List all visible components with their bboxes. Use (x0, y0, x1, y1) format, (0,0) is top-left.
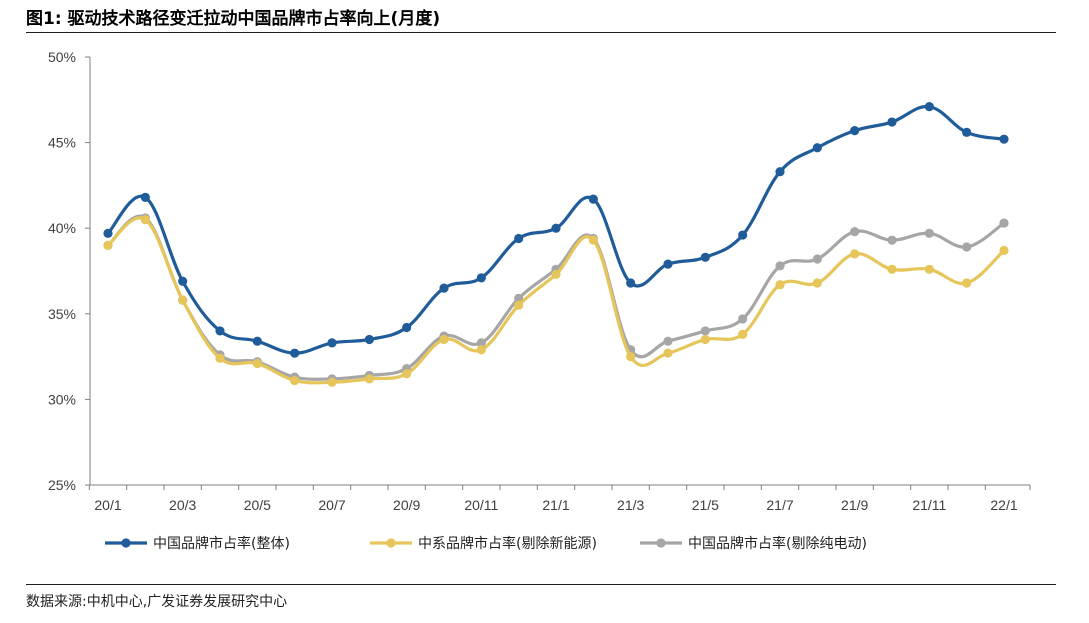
series-point (215, 326, 225, 336)
series-point (887, 264, 897, 274)
source-note: 数据来源:中机中心,广发证券发展研究中心 (26, 594, 288, 610)
series-point (663, 336, 673, 346)
series-point (924, 102, 934, 112)
series-point (850, 249, 860, 259)
series-point (514, 293, 524, 303)
x-tick-label: 20/1 (94, 497, 121, 513)
series-point (738, 314, 748, 324)
title-divider (26, 32, 1056, 33)
series-point (402, 322, 412, 333)
x-tick-label: 20/3 (169, 497, 196, 513)
y-tick-label: 35% (48, 306, 76, 322)
x-tick-label: 21/1 (542, 497, 569, 513)
series-point (327, 338, 337, 348)
series-point (626, 352, 636, 362)
series-point (439, 334, 449, 345)
series-point (252, 358, 262, 369)
series-point (588, 194, 598, 204)
series-point (924, 228, 934, 238)
series-point (402, 369, 412, 379)
y-tick-label: 50% (48, 49, 76, 65)
x-tick-label: 20/11 (464, 497, 498, 513)
series-point (215, 353, 225, 363)
series-point (887, 235, 897, 245)
series-point (999, 245, 1009, 256)
series-point (476, 338, 486, 348)
series-point (700, 326, 710, 336)
series-point (812, 278, 822, 288)
x-tick-label: 21/5 (692, 497, 719, 513)
series-point (588, 235, 598, 245)
legend-label: 中国品牌市占率(整体) (153, 535, 290, 552)
x-tick-label: 20/7 (318, 497, 345, 513)
y-tick-label: 30% (48, 391, 76, 407)
series-point (700, 334, 710, 345)
legend-label: 中国品牌市占率(剔除纯电动) (688, 535, 867, 552)
series-point (178, 295, 188, 305)
series-point (364, 374, 374, 384)
series-point (999, 218, 1009, 228)
series-point (476, 345, 486, 355)
series-point (962, 278, 972, 288)
series-point (551, 223, 561, 233)
series-point (850, 126, 860, 136)
series-point (439, 283, 449, 293)
series-point (140, 215, 150, 225)
x-tick-label: 20/9 (393, 497, 420, 513)
chart-title: 图1: 驱动技术路径变迁拉动中国品牌市占率向上(月度) (26, 9, 441, 29)
y-tick-label: 25% (48, 477, 76, 493)
series-point (663, 348, 673, 358)
series-point (103, 240, 113, 250)
series-point (514, 233, 524, 244)
legend-swatch-marker (656, 538, 666, 548)
series-line (106, 216, 1006, 385)
legend-swatch-marker (121, 538, 131, 548)
series-point (775, 167, 785, 177)
y-tick-label: 45% (48, 135, 76, 151)
series-point (962, 242, 972, 252)
series-point (364, 334, 374, 345)
series-line (106, 214, 1006, 381)
series-point (476, 273, 486, 283)
series-point (178, 276, 188, 286)
x-tick-label: 21/3 (617, 497, 644, 513)
series-point (551, 269, 561, 280)
series-point (924, 264, 934, 274)
source-divider (26, 584, 1056, 585)
series-point (252, 336, 262, 346)
x-tick-label: 22/1 (990, 497, 1017, 513)
series-point (812, 143, 822, 153)
x-tick-label: 21/9 (841, 497, 868, 513)
series-point (738, 230, 748, 240)
series-point (887, 117, 897, 127)
series-point (775, 280, 785, 290)
series-point (103, 228, 113, 238)
legend-swatch-marker (386, 538, 396, 548)
series-point (663, 259, 673, 269)
series-point (962, 127, 972, 137)
x-tick-label: 21/7 (766, 497, 793, 513)
series-point (626, 278, 636, 288)
series-point (327, 377, 337, 387)
y-tick-label: 40% (48, 220, 76, 236)
x-tick-label: 20/5 (244, 497, 271, 513)
series-point (850, 227, 860, 237)
series-point (514, 300, 524, 310)
series-point (290, 375, 300, 386)
legend-label: 中系品牌市占率(剔除新能源) (418, 535, 597, 552)
series-point (290, 348, 300, 358)
series-point (738, 329, 748, 339)
series-point (775, 261, 785, 271)
series-point (812, 254, 822, 264)
series-point (140, 192, 150, 202)
x-tick-label: 21/11 (912, 497, 946, 513)
series-point (999, 134, 1009, 144)
series-point (700, 252, 710, 262)
